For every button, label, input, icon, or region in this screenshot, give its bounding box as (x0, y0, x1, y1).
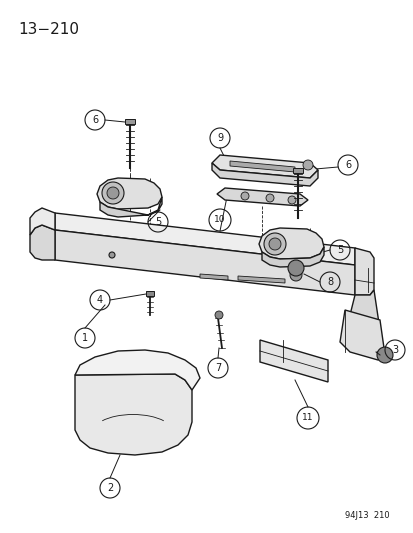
Polygon shape (259, 340, 327, 382)
Text: 5: 5 (336, 245, 342, 255)
Text: 10: 10 (214, 215, 225, 224)
Polygon shape (30, 208, 55, 235)
Ellipse shape (268, 238, 280, 250)
Polygon shape (146, 291, 154, 296)
Polygon shape (55, 230, 354, 295)
Text: 2: 2 (107, 483, 113, 493)
Circle shape (287, 196, 295, 204)
Text: 9: 9 (216, 133, 223, 143)
Ellipse shape (214, 311, 223, 319)
Polygon shape (75, 350, 199, 390)
Polygon shape (339, 310, 384, 360)
Ellipse shape (107, 187, 119, 199)
Text: 6: 6 (344, 160, 350, 170)
Polygon shape (100, 197, 161, 217)
Polygon shape (354, 248, 373, 295)
Text: 3: 3 (391, 345, 397, 355)
Polygon shape (30, 225, 55, 260)
Text: 1: 1 (82, 333, 88, 343)
Polygon shape (216, 188, 307, 206)
Polygon shape (211, 163, 317, 186)
Polygon shape (292, 168, 302, 173)
Text: 94J13  210: 94J13 210 (344, 511, 389, 520)
Text: 8: 8 (326, 277, 332, 287)
Circle shape (240, 192, 248, 200)
Circle shape (109, 252, 115, 258)
Circle shape (266, 194, 273, 202)
Circle shape (287, 260, 303, 276)
Circle shape (289, 269, 301, 281)
Text: 6: 6 (92, 115, 98, 125)
Text: 5: 5 (154, 217, 161, 227)
Circle shape (302, 160, 312, 170)
Text: 7: 7 (214, 363, 221, 373)
Text: 13−210: 13−210 (18, 22, 79, 37)
Polygon shape (237, 276, 284, 283)
Circle shape (376, 347, 392, 363)
Polygon shape (259, 228, 323, 259)
Polygon shape (97, 178, 161, 209)
Polygon shape (199, 274, 228, 280)
Text: 11: 11 (301, 414, 313, 423)
Ellipse shape (102, 182, 124, 204)
Polygon shape (211, 155, 317, 178)
Polygon shape (344, 290, 379, 340)
Polygon shape (75, 374, 192, 455)
Polygon shape (261, 247, 323, 267)
Polygon shape (230, 161, 294, 172)
Polygon shape (55, 213, 354, 265)
Text: 4: 4 (97, 295, 103, 305)
Ellipse shape (263, 233, 285, 255)
Polygon shape (125, 119, 135, 124)
